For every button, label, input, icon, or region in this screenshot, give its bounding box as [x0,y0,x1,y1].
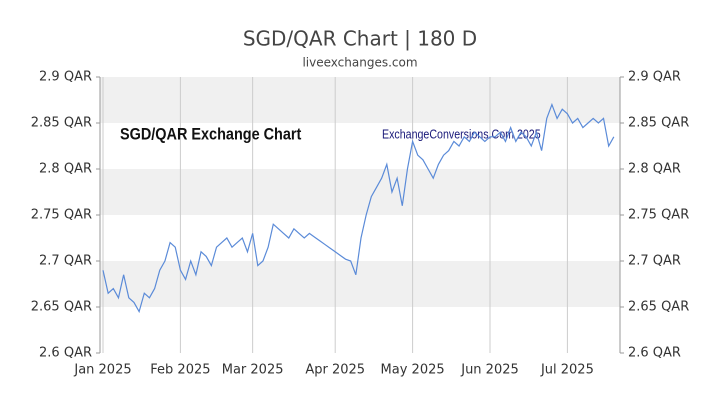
y2-tick-label: 2.75 QAR [628,208,689,223]
y2-tick-label: 2.6 QAR [628,346,681,361]
x-tick-label: Jun 2025 [460,363,519,378]
y2-tick-label: 2.8 QAR [628,162,681,177]
y-tick-label: 2.8 QAR [39,162,92,177]
y-tick-label: 2.6 QAR [39,346,92,361]
grid-band [100,169,620,215]
annotation: SGD/QAR Exchange Chart [120,125,302,143]
y-tick-label: 2.85 QAR [31,116,92,131]
y2-tick-label: 2.7 QAR [628,254,681,269]
y-tick-label: 2.7 QAR [39,254,92,269]
y-tick-label: 2.9 QAR [39,70,92,85]
x-tick-label: May 2025 [381,363,445,378]
y2-tick-label: 2.85 QAR [628,116,689,131]
grid-band [100,261,620,307]
chart-title: SGD/QAR Chart | 180 D [243,27,477,51]
x-tick-label: Jul 2025 [540,363,594,378]
x-tick-label: Apr 2025 [305,363,365,378]
x-tick-label: Jan 2025 [73,363,131,378]
y2-tick-label: 2.65 QAR [628,300,689,315]
x-tick-label: Feb 2025 [150,363,210,378]
annotation: ExchangeConversions.Com 2025 [382,126,541,141]
x-tick-label: Mar 2025 [222,363,284,378]
y2-tick-label: 2.9 QAR [628,70,681,85]
grid-band [100,77,620,123]
chart-subtitle: liveexchanges.com [302,56,417,70]
series-line [102,102,615,314]
y-tick-label: 2.65 QAR [31,300,92,315]
y-tick-label: 2.75 QAR [31,208,92,223]
